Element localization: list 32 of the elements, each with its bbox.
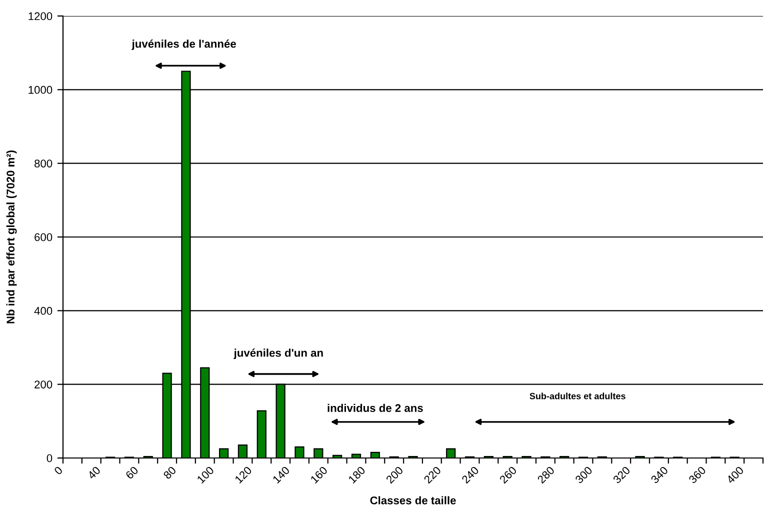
x-tick-label: 220: [423, 466, 442, 484]
x-tick-label: 120: [234, 466, 252, 484]
x-axis-title: Classes de taille: [370, 496, 456, 504]
y-axis-title: Nb ind par effort global (7020 m²): [6, 150, 17, 324]
y-tick-label: 1200: [28, 12, 52, 20]
x-tick-label: 320: [612, 466, 631, 484]
annotation: juvéniles de l'année: [132, 40, 236, 50]
annotation: Sub-adultes et adultes: [530, 392, 626, 400]
x-tick-label: 160: [310, 466, 328, 484]
x-tick-label: 140: [272, 466, 290, 484]
y-tick-label: 1000: [28, 86, 52, 94]
x-tick-label: 200: [386, 466, 404, 484]
y-tick-label: 800: [34, 160, 52, 168]
y-tick-label: 600: [34, 233, 52, 242]
x-tick-label: 0: [54, 466, 64, 476]
x-tick-label: 360: [688, 466, 706, 484]
x-tick-label: 60: [125, 466, 139, 480]
y-tick-label: 400: [34, 306, 52, 315]
x-tick-label: 300: [574, 466, 593, 484]
x-tick-label: 80: [162, 466, 177, 480]
x-tick-label: 240: [461, 466, 480, 484]
x-tick-label: 40: [87, 466, 101, 480]
y-tick-label: 0: [46, 454, 52, 462]
x-tick-label: 180: [348, 466, 366, 484]
annotation: individus de 2 ans: [328, 404, 423, 412]
x-tick-label: 340: [650, 466, 668, 484]
x-tick-label: 400: [726, 466, 744, 484]
x-tick-label: 100: [196, 466, 214, 484]
annotation: juvéniles d'un an: [234, 348, 323, 359]
x-tick-label: 280: [536, 466, 555, 484]
x-tick-label: 260: [499, 466, 518, 484]
y-tick-label: 200: [34, 380, 52, 388]
